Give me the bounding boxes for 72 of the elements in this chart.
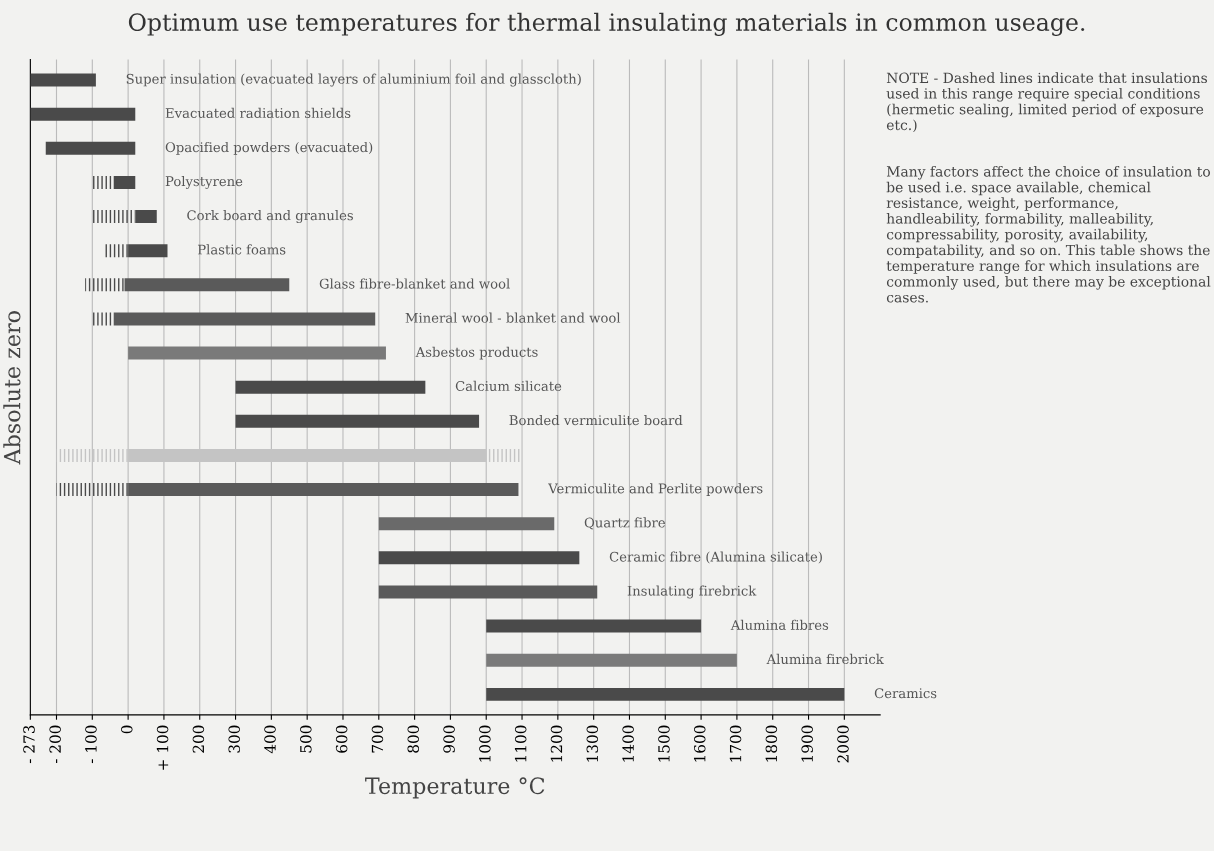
y-tick-label: Alumina fibres xyxy=(730,619,829,630)
x-tick-label: 1400 xyxy=(622,725,634,762)
y-tick-label: Evacuated radiation shields xyxy=(165,107,351,118)
y-tick-label: Calcium silicate xyxy=(455,380,562,392)
y-tick-label: Cork board and granules xyxy=(187,210,353,224)
y-tick-label: Plastic foams xyxy=(197,244,286,255)
x-tick-label: 1500 xyxy=(658,725,670,762)
x-tick-label: + 100 xyxy=(156,725,169,770)
bar xyxy=(103,244,129,258)
y-tick-label: Quartz fibre xyxy=(584,517,665,530)
bar xyxy=(45,141,136,155)
x-tick-label: 700 xyxy=(371,725,384,753)
y-tick-label: Mineral wool - blanket and wool xyxy=(405,312,621,323)
y-tick-label: Alumina firebrick xyxy=(766,653,884,665)
bar xyxy=(113,175,136,189)
bar xyxy=(30,107,136,121)
bar xyxy=(85,278,125,292)
text: NOTE - Dashed lines indicate that insulations used in this range require special conditions (hermetic sealing, limited period of exposure etc.) xyxy=(886,72,1208,133)
y-tick-label: Glass fibre-blanket and wool xyxy=(319,278,510,289)
x-tick-label: 1800 xyxy=(765,725,778,762)
x-tick-label: 0 xyxy=(120,725,133,734)
y-tick-label: Asbestos products xyxy=(415,346,538,360)
bar xyxy=(486,653,737,667)
y-tick-label: Polystyrene xyxy=(165,175,243,189)
y-tick-label: Insulating firebrick xyxy=(627,585,757,599)
bar xyxy=(378,585,598,599)
x-tick-label: 600 xyxy=(335,725,348,753)
x-tick-label: - 100 xyxy=(85,725,97,764)
bar xyxy=(235,380,426,394)
y-tick-label: Bonded vermiculite board xyxy=(509,414,683,426)
bar xyxy=(135,210,157,224)
bar xyxy=(378,517,555,531)
x-tick-label: 2000 xyxy=(837,725,849,763)
bar xyxy=(235,414,480,428)
x-tick-label: - 200 xyxy=(49,725,61,764)
bar xyxy=(56,483,129,497)
bar xyxy=(92,312,114,326)
x-tick-label: 1300 xyxy=(586,725,599,762)
x-tick-label: 900 xyxy=(443,725,455,753)
bar xyxy=(92,175,114,189)
bar xyxy=(92,210,136,224)
x-tick-label: 1600 xyxy=(693,725,706,762)
y-axis-title: Absolute zero xyxy=(3,311,21,465)
x-tick-label: 1100 xyxy=(514,725,527,762)
x-tick-label: 300 xyxy=(228,725,240,753)
y-tick-label: Vermiculite and Perlite powders xyxy=(548,483,763,496)
bar xyxy=(113,312,376,326)
x-tick-label: 400 xyxy=(264,725,276,754)
bar xyxy=(486,448,523,462)
bar xyxy=(128,346,386,360)
y-tick-label: Super insulation (evacuated layers of aluminium foil and glasscloth) xyxy=(126,73,581,87)
x-tick-label: 1900 xyxy=(801,725,813,762)
bar xyxy=(486,619,702,633)
x-tick-label: 1200 xyxy=(550,725,563,762)
x-tick-label: 800 xyxy=(407,725,420,753)
bar xyxy=(124,278,290,292)
bar xyxy=(486,687,845,701)
y-tick-label: Ceramics xyxy=(874,688,937,699)
x-tick-label: - 273 xyxy=(23,725,35,764)
bar xyxy=(128,483,519,497)
y-tick-label: Opacified powders (evacuated) xyxy=(165,141,373,155)
chart-title: Optimum use temperatures for thermal insulating materials in common useage. xyxy=(128,12,1085,36)
x-tick-label: 1700 xyxy=(729,725,742,762)
x-axis-title: Temperature °C xyxy=(365,777,545,799)
x-tick-label: 200 xyxy=(192,725,205,753)
y-tick-label: Ceramic fibre (Alumina silicate) xyxy=(609,551,822,564)
bar xyxy=(128,244,168,258)
x-tick-label: 500 xyxy=(300,725,312,753)
x-tick-label: 1000 xyxy=(479,725,491,762)
bar xyxy=(378,551,580,565)
bar xyxy=(30,73,96,87)
text: Many factors affect the choice of insulation to be used i.e. space available, chemical resistance, weight, performance, handleability, formability, malleability, compressability, porosity, availability, compatability, and so on. This table shows the temperature range for which insulations are commonly used, but there may be exceptional cases. xyxy=(886,165,1211,303)
